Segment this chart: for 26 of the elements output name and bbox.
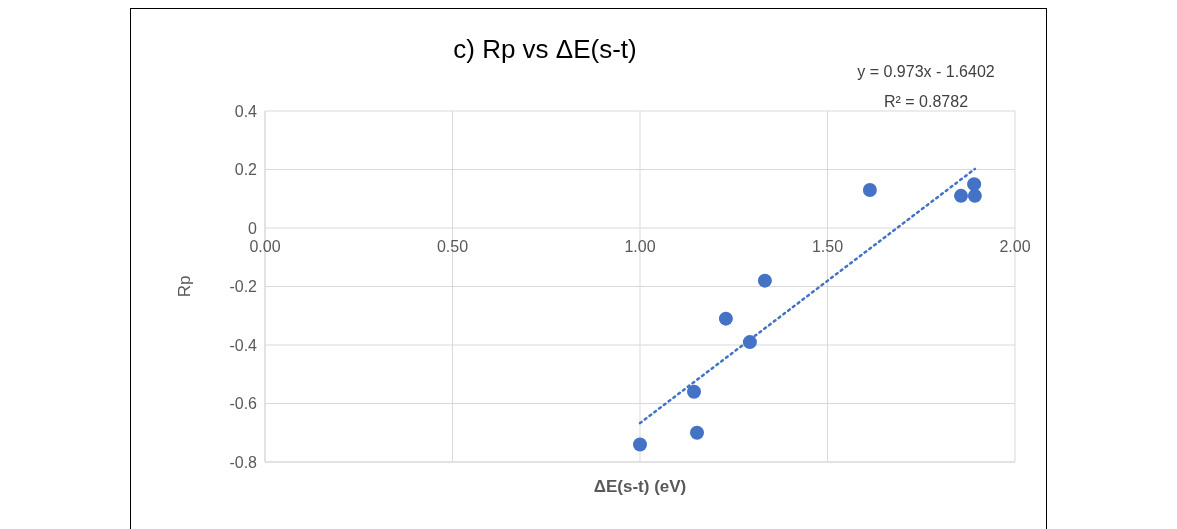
x-tick-label: 0.00 (249, 238, 281, 255)
y-tick-label: 0 (248, 219, 258, 237)
point (718, 311, 733, 326)
y-tick-label: -0.8 (229, 453, 258, 471)
point (633, 437, 647, 452)
point (757, 273, 772, 288)
point (687, 384, 701, 399)
chart-title: c) Rp vs ΔE(s-t) (453, 34, 637, 64)
point (690, 425, 704, 440)
point (967, 177, 982, 192)
y-axis-title: Rp (175, 275, 194, 298)
point (954, 188, 968, 203)
text: R² = 0.8782 (883, 93, 969, 110)
x-tick-label: 1.50 (811, 238, 844, 255)
y-tick-label: -0.4 (229, 336, 258, 354)
text: y = 0.973x - 1.6402 (857, 63, 995, 80)
y-tick-label: 0.4 (234, 102, 258, 120)
x-tick-label: 0.50 (436, 238, 469, 255)
y-tick-label: -0.2 (229, 278, 258, 296)
y-tick-label: -0.6 (229, 395, 258, 413)
x-axis-title: ΔE(s-t) (eV) (593, 477, 687, 496)
x-tick-label: 1.00 (624, 238, 656, 255)
y-tick-label: 0.2 (234, 161, 258, 179)
point (862, 182, 877, 197)
point (967, 188, 982, 203)
x-tick-label: 2.00 (999, 238, 1031, 255)
